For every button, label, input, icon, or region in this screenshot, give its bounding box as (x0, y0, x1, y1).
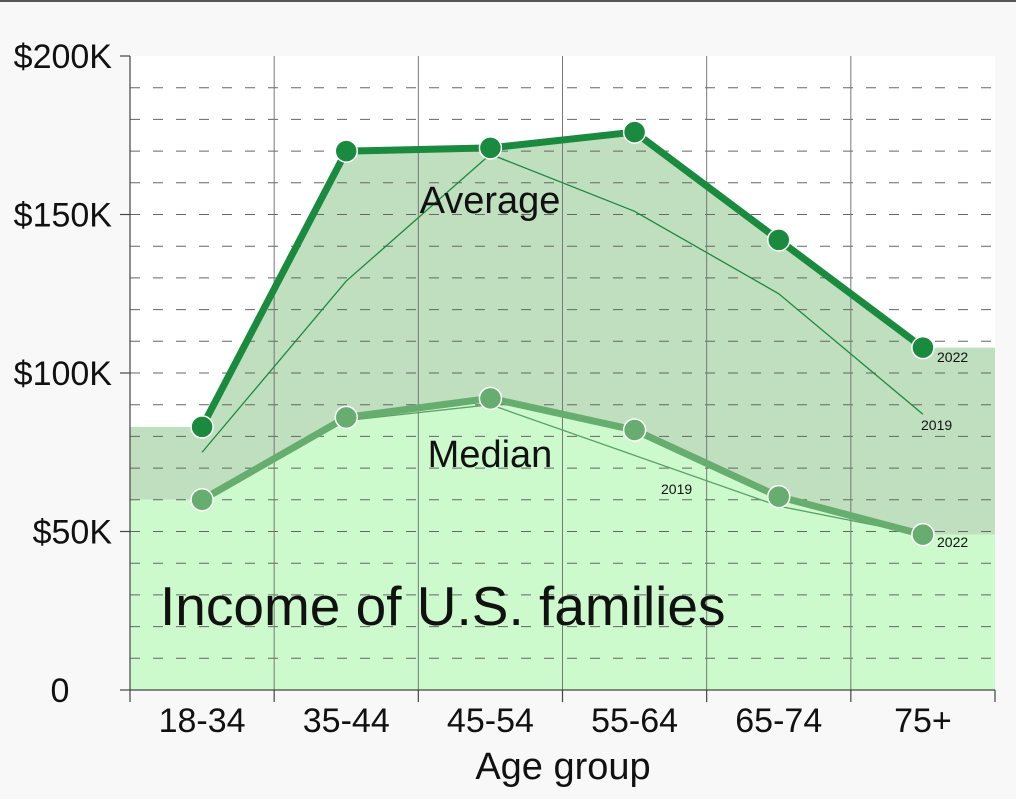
x-tick-label: 45-54 (447, 702, 534, 740)
data-point-average-2022 (622, 120, 647, 144)
data-point-average-2022 (478, 136, 503, 160)
x-tick-label: 55-64 (591, 702, 678, 740)
data-point-average-2022 (911, 335, 935, 360)
median-label: Median (428, 434, 553, 476)
data-point-median-2022 (911, 522, 935, 547)
data-point-average-2022 (767, 228, 791, 252)
data-point-median-2022 (190, 488, 214, 512)
series-line-median-2022 (200, 394, 924, 539)
average-label: Average (420, 180, 561, 222)
grid-layer (130, 56, 995, 690)
y-tick-label: 0 (51, 672, 70, 710)
x-tick-label: 35-44 (303, 702, 390, 740)
series-points-layer (190, 120, 935, 547)
year-label-2022-average: 2022 (937, 349, 968, 365)
series-lines-layer (198, 128, 926, 539)
top-border (0, 0, 1016, 2)
x-tick-label: 65-74 (735, 702, 822, 740)
chart-title: Income of U.S. families (160, 575, 725, 637)
data-point-median-2022 (622, 418, 647, 442)
data-point-median-2022 (767, 484, 791, 509)
x-tick-label: 75+ (894, 702, 952, 740)
y-tick-label: $200K (14, 38, 113, 76)
data-point-average-2022 (190, 415, 214, 439)
year-label-2019-median: 2019 (661, 481, 692, 497)
year-label-2019-average: 2019 (921, 417, 952, 433)
data-point-median-2022 (334, 405, 358, 430)
y-tick-label: $100K (14, 355, 113, 393)
series-line-average-2019 (201, 153, 924, 453)
y-tick-label: $50K (33, 514, 113, 552)
x-axis-title: Age group (475, 746, 650, 788)
data-point-median-2022 (478, 386, 503, 411)
series-line-average-2022 (198, 128, 926, 429)
year-label-2022-median: 2022 (937, 534, 968, 550)
data-point-average-2022 (334, 139, 358, 163)
axes-layer: 0 $50K $100K $150K $200K 18-34 35-44 45-54 55-64… (14, 38, 996, 740)
x-tick-label: 18-34 (159, 702, 246, 740)
y-tick-label: $150K (14, 197, 113, 235)
